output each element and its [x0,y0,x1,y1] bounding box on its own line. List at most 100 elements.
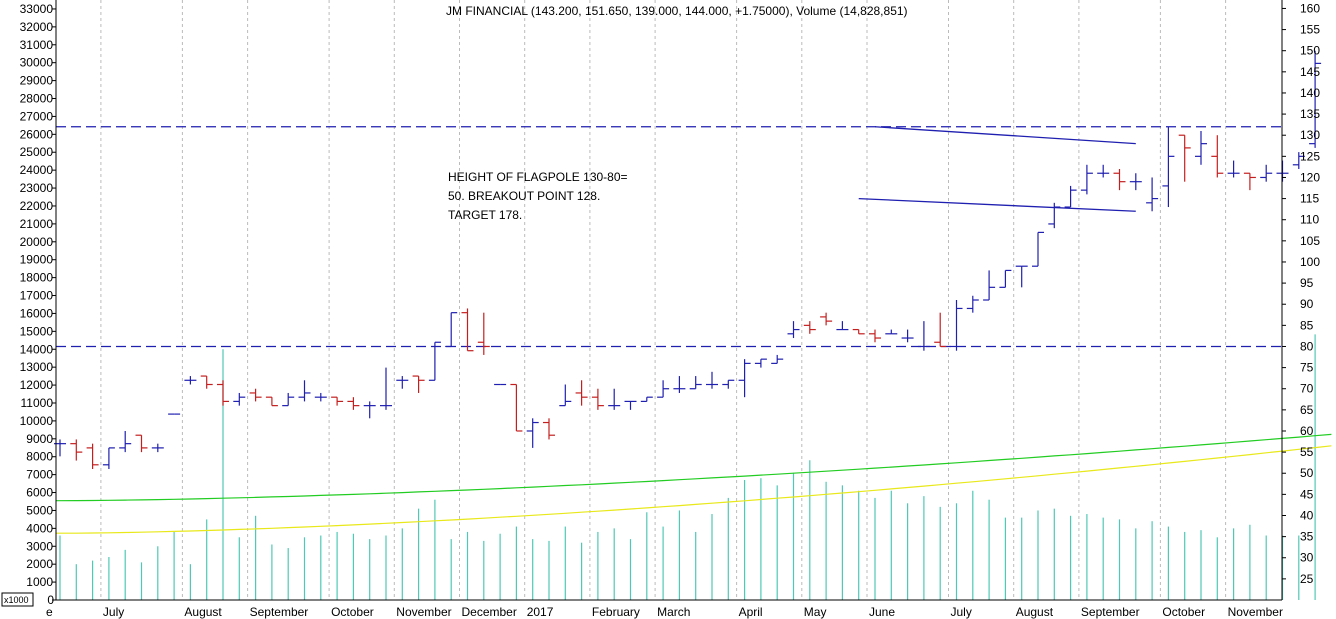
price-bar [200,375,213,389]
price-tick-label: 35 [1300,530,1314,544]
volume-tick-label: 13000 [20,360,54,374]
price-bar [608,388,621,410]
annotation-line-1: HEIGHT OF FLAGPOLE 130-80= [448,170,628,184]
price-bar [461,308,474,352]
month-label: October [331,605,374,619]
volume-tick-label: 33000 [20,2,54,16]
price-tick-label: 55 [1300,445,1314,459]
chart-title: JM FINANCIAL (143.200, 151.650, 139.000,… [446,4,908,18]
volume-tick-label: 31000 [20,38,54,52]
month-label: March [657,605,690,619]
price-bar [1162,126,1175,208]
price-bar [640,396,653,403]
price-bar [869,329,881,343]
price-bar [1227,160,1240,178]
price-bar [950,300,963,351]
moving-average-line [56,445,1332,534]
price-tick-label: 100 [1300,255,1320,269]
price-bar [298,380,311,402]
price-tick-label: 70 [1300,382,1314,396]
price-bar [510,383,523,432]
volume-tick-label: 28000 [20,92,54,106]
volume-tick-label: 10000 [20,414,54,428]
price-bar [901,329,914,343]
price-bar [445,312,458,348]
month-label: June [869,605,895,619]
price-bar [412,375,425,393]
price-bar [249,388,262,402]
month-label: February [592,605,640,619]
price-bar [983,270,996,301]
price-bar [689,376,702,390]
price-tick-label: 40 [1300,508,1314,522]
price-bar [135,434,148,453]
price-bar [54,439,66,457]
month-label: July [951,605,972,619]
volume-tick-label: 11000 [21,396,54,410]
price-bar [1292,152,1305,170]
volume-tick-label: 23000 [20,181,54,195]
price-bar [722,379,735,389]
volume-tick-label: 20000 [20,235,54,249]
price-bar [526,418,539,448]
volume-tick-label: 19000 [20,253,54,267]
price-tick-label: 120 [1300,170,1320,184]
price-bar [1211,135,1224,178]
price-bar [999,269,1012,288]
price-bar [1146,177,1159,212]
month-label: November [1228,605,1283,619]
price-tick-label: 45 [1300,487,1314,501]
price-tick-label: 110 [1300,213,1319,227]
annotation: HEIGHT OF FLAGPOLE 130-80= 50. BREAKOUT … [448,170,628,222]
price-bar [70,439,83,461]
price-bars [54,50,1322,470]
volume-tick-label: 6000 [26,486,53,500]
multiplier-label: x1000 [4,595,29,605]
month-label: September [250,605,309,619]
price-bar [1015,265,1028,288]
month-label: August [184,605,222,619]
volume-tick-label: 25000 [20,145,54,159]
price-bar [1243,172,1256,191]
volume-tick-label: 30000 [20,56,54,70]
volume-tick-label: 26000 [20,127,54,141]
price-bar [102,447,115,470]
month-label: August [1016,605,1054,619]
price-bar [119,430,132,453]
price-bar [477,312,490,355]
price-bar [575,380,588,406]
price-bar [380,367,392,410]
price-bar [428,341,441,381]
price-bar [1309,50,1322,148]
trend-lines [858,126,1136,212]
volume-tick-label: 29000 [20,74,54,88]
price-bar [934,312,947,348]
month-label: October [1162,605,1205,619]
price-bar [917,321,930,351]
price-tick-label: 85 [1300,318,1314,332]
price-bar [396,376,409,389]
volume-tick-label: 8000 [26,450,53,464]
month-label: July [103,605,124,619]
volume-tick-label: 16000 [20,306,54,320]
price-tick-label: 60 [1300,424,1314,438]
price-bar [314,392,327,402]
price-bar [803,321,816,334]
price-bar [1113,169,1126,191]
volume-tick-label: 4000 [26,521,53,535]
price-bar [624,400,637,410]
price-bar [1048,202,1061,229]
multiplier-box [1,592,34,607]
volume-tick-label: 27000 [20,109,54,123]
price-bar [591,388,604,410]
volume-tick-label: 15000 [20,324,54,338]
price-bar [1080,164,1093,195]
price-bar [543,418,555,440]
price-tick-label: 80 [1300,339,1314,353]
price-tick-label: 30 [1300,551,1314,565]
volume-tick-label: 18000 [20,271,54,285]
price-bar [363,401,376,419]
volume-tick-label: 21000 [20,217,54,231]
price-bar [151,443,164,453]
